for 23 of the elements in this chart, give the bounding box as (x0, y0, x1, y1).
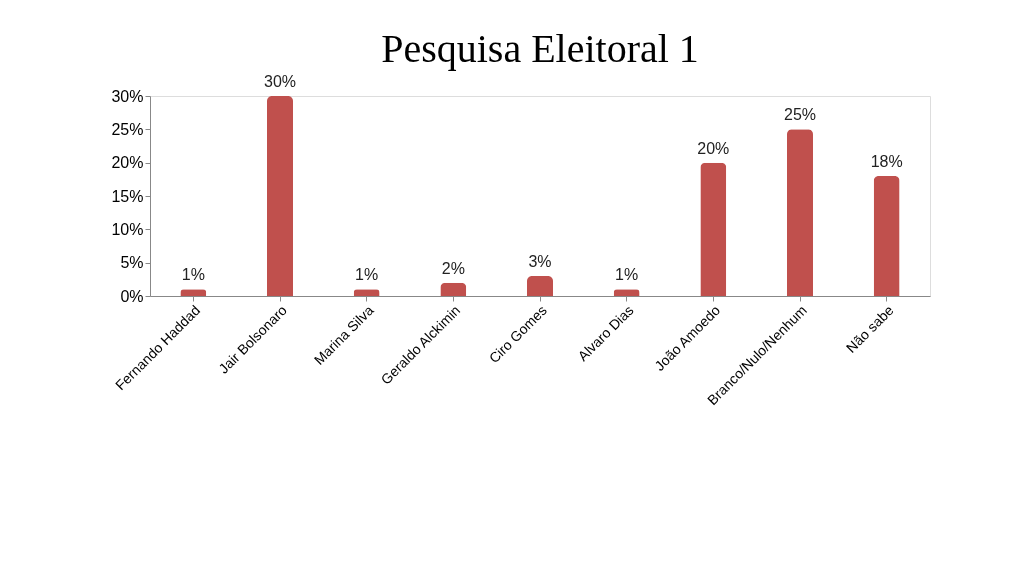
data-label: 1% (615, 266, 639, 284)
bar (700, 162, 727, 296)
bar (527, 276, 553, 296)
y-tick-label: 15% (111, 187, 144, 205)
y-tick-label: 20% (111, 154, 144, 172)
bar (873, 176, 900, 296)
data-label: 25% (783, 106, 817, 124)
chart-title: Pesquisa Eleitoral 1 (381, 26, 699, 71)
y-tick-label: 10% (111, 220, 144, 238)
y-tick-label: 5% (120, 254, 144, 272)
y-tick-label: 0% (120, 287, 144, 305)
data-label: 1% (355, 266, 379, 284)
y-tick-label: 25% (111, 120, 144, 138)
data-label: 2% (441, 259, 465, 277)
data-label: 3% (528, 253, 552, 270)
data-label: 30% (263, 73, 297, 90)
bar (787, 129, 813, 296)
data-label: 20% (697, 139, 730, 157)
y-tick-label: 30% (111, 87, 144, 105)
data-label: 1% (181, 266, 205, 284)
bar (267, 96, 293, 296)
bar (440, 282, 467, 296)
data-label: 18% (870, 153, 903, 170)
